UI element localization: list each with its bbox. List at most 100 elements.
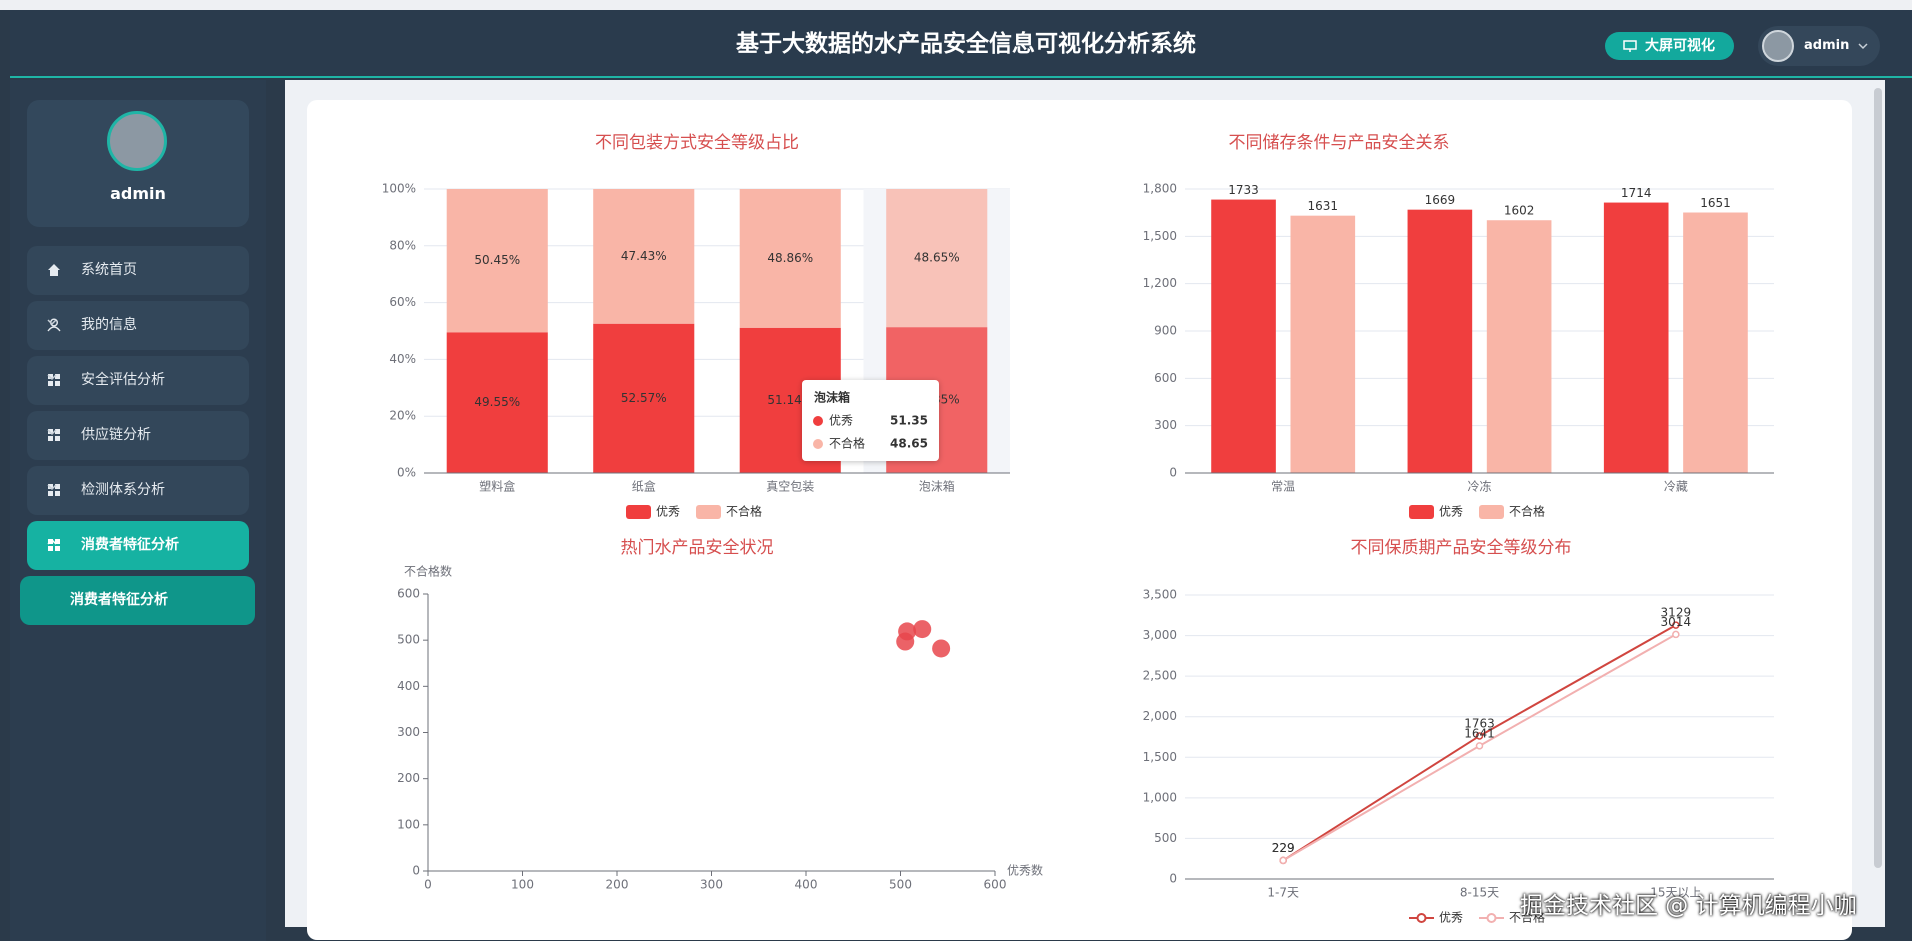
menu-item[interactable]: 我的信息 [27, 301, 249, 350]
tooltip-value: 51.35 [890, 414, 928, 428]
tooltip-name: 优秀 [829, 414, 853, 428]
menu-text: 消费者特征分析 [81, 537, 179, 553]
legend-label: 不合格 [1509, 910, 1545, 925]
data-label: 1763 [1464, 716, 1495, 730]
data-label: 1631 [1308, 199, 1339, 213]
y-tick-label: 0 [1169, 872, 1177, 886]
menu-item[interactable]: 供应链分析 [27, 411, 249, 460]
menu-item[interactable]: 检测体系分析 [27, 466, 249, 515]
y-tick-label: 1,500 [1143, 750, 1177, 764]
menu-text: 安全评估分析 [81, 372, 165, 388]
y-tick-label: 3,000 [1143, 628, 1177, 642]
legend-label: 优秀 [1439, 911, 1463, 925]
bar [1407, 209, 1473, 473]
user-avatar [1762, 30, 1794, 62]
x-tick-label: 泡沫箱 [919, 479, 955, 494]
user-menu[interactable]: admin [1758, 26, 1880, 66]
legend-symbol [1486, 913, 1497, 923]
x-tick-label: 1-7天 [1267, 886, 1299, 900]
bar-segment [739, 189, 841, 328]
menu-text: 检测体系分析 [81, 482, 165, 498]
chart-title: 不同包装方式安全等级占比 [595, 133, 799, 153]
chart-title: 不同保质期产品安全等级分布 [1351, 538, 1572, 558]
button-text: 大屏可视化 [1645, 38, 1715, 54]
x-tick-label: 300 [700, 878, 723, 892]
data-label: 1733 [1228, 183, 1259, 197]
chart-panel [307, 100, 1852, 940]
tooltip-marker [813, 416, 823, 426]
y-tick-label: 400 [397, 679, 420, 693]
bigscreen-button[interactable]: 大屏可视化 [1605, 32, 1734, 60]
bar [1211, 199, 1276, 473]
tooltip-marker [813, 439, 823, 449]
x-tick-label: 冷冻 [1467, 479, 1491, 494]
legend-symbol [1416, 913, 1427, 923]
submenu-item[interactable]: 消费者特征分析 [20, 576, 255, 625]
y-axis-label: 不合格数 [404, 564, 452, 579]
x-tick-label: 100 [511, 878, 534, 892]
x-tick-label: 400 [795, 878, 818, 892]
menu-item[interactable]: 安全评估分析 [27, 356, 249, 405]
top-strip [0, 0, 1912, 10]
bar-segment [593, 323, 695, 473]
tooltip-box [802, 380, 939, 461]
menu-icon [48, 264, 60, 276]
legend-label: 优秀 [656, 505, 680, 519]
bar [1683, 212, 1748, 473]
y-tick-label: 2,500 [1143, 669, 1177, 683]
user-card: admin [27, 100, 249, 227]
y-tick-label: 1,500 [1143, 229, 1177, 243]
chevron [47, 429, 57, 436]
x-tick-label: 0 [424, 878, 432, 892]
data-label: 229 [1272, 841, 1295, 855]
menu-text: 供应链分析 [81, 427, 151, 443]
y-tick-label: 1,000 [1143, 790, 1177, 804]
y-tick-label: 300 [397, 725, 420, 739]
legend-symbol [1479, 505, 1504, 519]
chevron [47, 319, 57, 326]
header: 基于大数据的水产品安全信息可视化分析系统 大屏可视化 admin [10, 10, 1912, 78]
button-icon [1623, 40, 1637, 52]
bar [1603, 202, 1669, 473]
line-point [1279, 856, 1287, 865]
menu-text: 我的信息 [81, 317, 137, 333]
x-tick-label: 常温 [1271, 480, 1295, 494]
y-tick-label: 500 [1154, 831, 1177, 845]
scrollbar[interactable] [1874, 88, 1882, 868]
y-tick-label: 900 [1154, 324, 1177, 338]
legend-symbol [1409, 505, 1434, 519]
data-label: 1641 [1464, 726, 1495, 740]
bar [1486, 220, 1552, 473]
scatter-point [913, 620, 932, 639]
legend-symbol [626, 505, 651, 519]
x-tick-label: 600 [984, 878, 1007, 892]
tooltip-title: 泡沫箱 [814, 390, 850, 405]
data-label: 1669 [1425, 193, 1456, 207]
data-label: 1714 [1621, 186, 1652, 200]
y-tick-label: 0 [412, 864, 420, 878]
watermark: 掘金技术社区 @ 计算机编程小咖 [1520, 893, 1857, 919]
bar-segment [446, 332, 548, 473]
data-label: 51.14% [767, 393, 813, 407]
y-tick-label: 3,500 [1143, 588, 1177, 602]
data-label: 49.55% [474, 395, 520, 409]
y-tick-label: 100 [397, 817, 420, 831]
x-tick-label: 冷藏 [1664, 480, 1688, 494]
data-label: 1651 [1700, 196, 1731, 210]
sidebar-user: admin [110, 184, 166, 203]
data-label: 48.86% [767, 251, 813, 265]
y-tick-label: 100% [382, 182, 416, 196]
menu-item-active[interactable]: 消费者特征分析 [27, 521, 249, 570]
x-tick-label: 8-15天 [1460, 886, 1499, 900]
data-label: 47.43% [621, 249, 667, 263]
menu-item[interactable]: 系统首页 [27, 246, 249, 295]
y-tick-label: 40% [389, 352, 416, 366]
scatter-point [898, 622, 917, 641]
bar [1290, 215, 1356, 474]
chevron [1858, 43, 1868, 50]
data-label: 52.57% [621, 391, 667, 405]
y-tick-label: 0 [1169, 466, 1177, 480]
y-tick-label: 20% [389, 409, 416, 423]
